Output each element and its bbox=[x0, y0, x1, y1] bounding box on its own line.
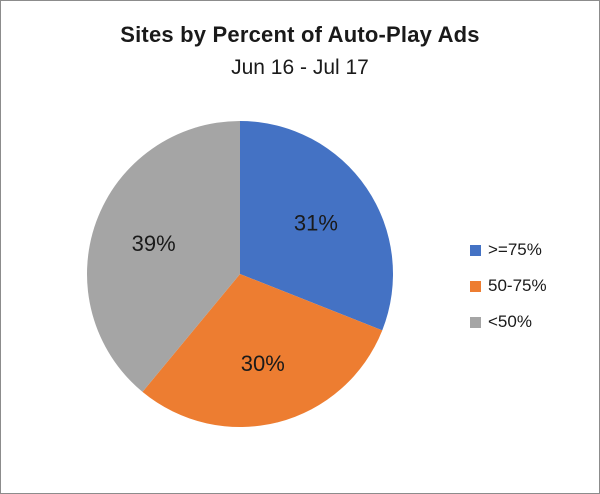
legend-item-mid: 50-75% bbox=[470, 276, 547, 296]
chart-subtitle: Jun 16 - Jul 17 bbox=[231, 56, 369, 79]
legend-swatch-low bbox=[470, 316, 481, 328]
legend-label-high: >=75% bbox=[488, 240, 542, 259]
legend: >=75% 50-75% <50% bbox=[470, 240, 547, 348]
legend-swatch-mid bbox=[470, 280, 481, 292]
legend-swatch-high bbox=[470, 244, 481, 256]
data-label-mid: 30% bbox=[241, 351, 285, 376]
pie-slice-high bbox=[240, 121, 394, 331]
data-label-high: 31% bbox=[294, 210, 338, 235]
legend-label-mid: 50-75% bbox=[488, 276, 547, 295]
legend-item-low: <50% bbox=[470, 312, 547, 332]
legend-item-high: >=75% bbox=[470, 240, 547, 260]
chart-title: Sites by Percent of Auto-Play Ads bbox=[120, 22, 480, 47]
data-label-low: 39% bbox=[132, 231, 176, 256]
pie-slice-mid bbox=[142, 274, 383, 427]
legend-label-low: <50% bbox=[488, 312, 532, 331]
pie-slice-low bbox=[87, 121, 241, 392]
